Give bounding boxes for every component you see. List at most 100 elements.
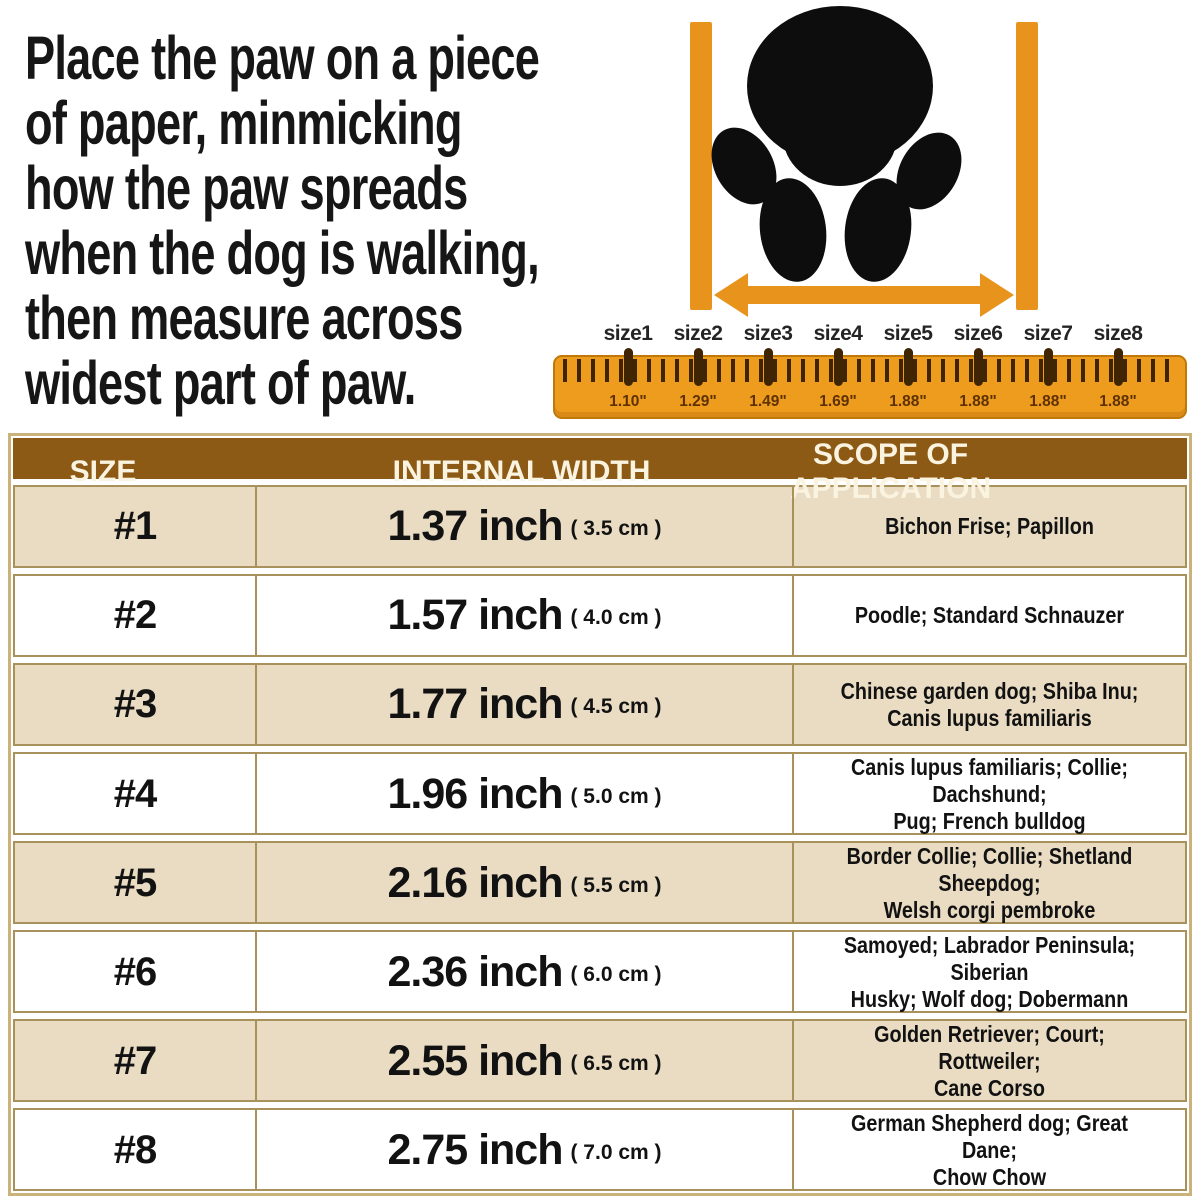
size-measure: 1.88" <box>959 393 997 410</box>
scope-cell: Poodle; Standard Schnauzer <box>792 576 1185 655</box>
cm-value: ( 4.5 cm ) <box>570 694 662 718</box>
scope-cell: Canis lupus familiaris; Collie; Dachshun… <box>792 754 1185 835</box>
inch-value: 2.36 inch <box>387 948 563 996</box>
size-tick-icon <box>693 348 703 386</box>
cm-value: ( 6.0 cm ) <box>570 962 662 986</box>
inch-value: 2.16 inch <box>387 859 563 907</box>
width-cell: 1.57 inch ( 4.0 cm ) <box>255 576 792 655</box>
inch-value: 1.37 inch <box>387 502 563 550</box>
scope-text: Poodle; Standard Schnauzer <box>854 602 1125 628</box>
size-table: SIZE INTERNAL WIDTH SCOPE OF APPLICATION… <box>8 433 1192 1196</box>
instruction-line: widest part of paw. <box>25 349 416 417</box>
size-cell: #1 <box>15 487 255 566</box>
size-value: #2 <box>113 593 157 637</box>
scope-text: Border Collie; Collie; Shetland Sheepdog… <box>846 843 1133 923</box>
size-label: size5 <box>883 322 933 345</box>
ruler-size-mark: size6 1.88" <box>930 322 1026 410</box>
scope-text: Bichon Frise; Papillon <box>885 513 1094 539</box>
width-cell: 1.77 inch ( 4.5 cm ) <box>255 665 792 744</box>
measuring-instructions: Place the paw on a piece of paper, minmi… <box>25 26 647 416</box>
size-tick-icon <box>973 348 983 386</box>
size-value: #3 <box>113 682 157 726</box>
scope-cell: Chinese garden dog; Shiba Inu; Canis lupu… <box>792 665 1185 744</box>
right-measure-bar <box>1016 22 1038 310</box>
instruction-line: when the dog is walking, <box>25 219 540 287</box>
header-internal-width: INTERNAL WIDTH <box>392 455 651 488</box>
width-cell: 1.96 inch ( 5.0 cm ) <box>255 754 792 835</box>
table-row: #7 2.55 inch ( 6.5 cm ) Golden Retriever;… <box>13 1019 1187 1102</box>
size-cell: #8 <box>15 1110 255 1191</box>
ruler-body <box>553 355 1187 419</box>
left-measure-bar <box>690 22 712 310</box>
header-scope: SCOPE OF APPLICATION <box>790 438 992 505</box>
scope-cell: German Shepherd dog; Great Dane; Chow Cho… <box>792 1110 1185 1191</box>
ruler-size-mark: size4 1.69" <box>790 322 886 410</box>
size-cell: #7 <box>15 1021 255 1102</box>
paw-print-icon <box>711 6 962 282</box>
size-ruler: size1 1.10" size2 1.29" size3 1.49" size… <box>553 322 1187 426</box>
instruction-line: of paper, minmicking <box>25 89 462 157</box>
cm-value: ( 4.0 cm ) <box>570 605 662 629</box>
cm-value: ( 3.5 cm ) <box>570 516 662 540</box>
instruction-line: Place the paw on a piece <box>25 24 540 92</box>
size-value: #4 <box>113 772 157 816</box>
size-label: size1 <box>603 322 653 345</box>
ruler-size-mark: size5 1.88" <box>860 322 956 410</box>
size-measure: 1.10" <box>609 393 647 410</box>
size-value: #7 <box>113 1039 157 1083</box>
size-cell: #3 <box>15 665 255 744</box>
ruler-small-ticks <box>562 359 1178 382</box>
inch-value: 1.96 inch <box>387 770 563 818</box>
size-cell: #6 <box>15 932 255 1013</box>
size-label: size4 <box>813 322 863 345</box>
paw-measure-diagram <box>690 6 1038 317</box>
ruler-size-mark: size3 1.49" <box>720 322 816 410</box>
size-label: size2 <box>673 322 723 345</box>
scope-text: Canis lupus familiaris; Collie; Dachshun… <box>850 754 1128 834</box>
width-cell: 2.75 inch ( 7.0 cm ) <box>255 1110 792 1191</box>
size-measure: 1.69" <box>819 393 857 410</box>
scope-cell: Border Collie; Collie; Shetland Sheepdog… <box>792 843 1185 924</box>
size-value: #8 <box>113 1128 157 1172</box>
size-measure: 1.88" <box>1029 393 1067 410</box>
scope-cell: Bichon Frise; Papillon <box>792 487 1185 566</box>
ruler-size-mark: size8 1.88" <box>1070 322 1166 410</box>
table-row: #5 2.16 inch ( 5.5 cm ) Border Collie; Co… <box>13 841 1187 924</box>
inch-value: 1.77 inch <box>387 680 563 728</box>
ruler-size-mark: size7 1.88" <box>1000 322 1096 410</box>
width-arrow-icon <box>714 273 1014 317</box>
table-row: #2 1.57 inch ( 4.0 cm ) Poodle; Standard … <box>13 574 1187 657</box>
size-label: size3 <box>743 322 793 345</box>
table-row: #3 1.77 inch ( 4.5 cm ) Chinese garden do… <box>13 663 1187 746</box>
size-measure: 1.49" <box>749 393 787 410</box>
inch-value: 1.57 inch <box>387 591 563 639</box>
scope-text: Chinese garden dog; Shiba Inu; Canis lupu… <box>840 677 1139 731</box>
ruler-size-mark: size2 1.29" <box>650 322 746 410</box>
size-measure: 1.29" <box>679 393 717 410</box>
size-measure: 1.88" <box>889 393 927 410</box>
size-tick-icon <box>763 348 773 386</box>
cm-value: ( 6.5 cm ) <box>570 1051 662 1075</box>
scope-cell: Golden Retriever; Court; Rottweiler; Cane… <box>792 1021 1185 1102</box>
size-label: size6 <box>953 322 1003 345</box>
scope-text: Samoyed; Labrador Peninsula; Siberian Hus… <box>843 932 1136 1012</box>
size-value: #6 <box>113 950 157 994</box>
table-row: #8 2.75 inch ( 7.0 cm ) German Shepherd d… <box>13 1108 1187 1191</box>
instruction-line: then measure across <box>25 284 463 352</box>
size-label: size7 <box>1023 322 1073 345</box>
table-row: #4 1.96 inch ( 5.0 cm ) Canis lupus famil… <box>13 752 1187 835</box>
cm-value: ( 5.5 cm ) <box>570 873 662 897</box>
instruction-line: how the paw spreads <box>25 154 468 222</box>
width-cell: 2.16 inch ( 5.5 cm ) <box>255 843 792 924</box>
size-cell: #5 <box>15 843 255 924</box>
cm-value: ( 5.0 cm ) <box>570 784 662 808</box>
size-tick-icon <box>903 348 913 386</box>
size-value: #5 <box>113 861 157 905</box>
size-tick-icon <box>1043 348 1053 386</box>
width-cell: 2.36 inch ( 6.0 cm ) <box>255 932 792 1013</box>
inch-value: 2.55 inch <box>387 1037 563 1085</box>
size-cell: #2 <box>15 576 255 655</box>
inch-value: 2.75 inch <box>387 1126 563 1174</box>
ruler-marks: size1 1.10" size2 1.29" size3 1.49" size… <box>553 322 1187 426</box>
size-tick-icon <box>623 348 633 386</box>
